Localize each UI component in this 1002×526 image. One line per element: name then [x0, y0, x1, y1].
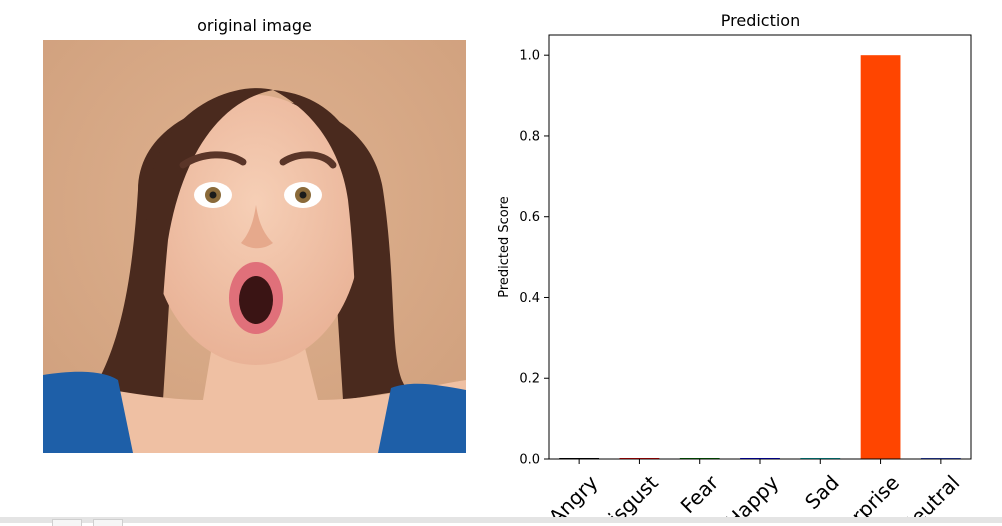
x-tick-label: Disgust — [593, 470, 663, 523]
right-eyebrow — [279, 151, 337, 169]
y-tick-label: 0.2 — [519, 372, 540, 387]
surprised-face-illustration — [43, 40, 466, 453]
bottom-toolbar-strip — [0, 517, 1002, 526]
neck-shoulders — [43, 340, 466, 453]
y-tick-label: 1.0 — [519, 49, 540, 64]
plot-frame — [548, 34, 972, 460]
y-tick-label: 0.8 — [519, 129, 540, 144]
y-tick-label: 0.4 — [519, 291, 540, 306]
x-tick-label: Angry — [544, 470, 603, 523]
x-tick-label: Happy — [721, 470, 784, 523]
left-pupil — [209, 191, 217, 199]
blue-top-right — [378, 383, 466, 453]
image-title: original image — [197, 16, 312, 35]
x-tick-label: Neutral — [895, 470, 964, 523]
nose — [241, 205, 273, 249]
original-image — [43, 40, 466, 453]
y-axis-label: Predicted Score — [497, 196, 512, 298]
bars-group — [559, 55, 961, 459]
chart-title: Prediction — [721, 11, 800, 30]
x-tick-label: Surprise — [828, 470, 904, 523]
hair-strand-right — [273, 90, 378, 375]
right-pupil — [299, 191, 307, 199]
mouth-open — [239, 276, 273, 324]
hair-strand-left — [143, 88, 273, 370]
y-ticks-group: 0.0 0.2 0.4 0.6 0.8 1.0 — [519, 49, 549, 468]
bar-surprise — [860, 55, 901, 459]
y-tick-label: 0.6 — [519, 210, 540, 225]
x-tick-label: Fear — [676, 470, 724, 518]
y-tick-label: 0.0 — [519, 453, 540, 468]
left-eyebrow — [179, 151, 247, 169]
blue-top-left — [43, 371, 133, 453]
x-tick-label: Sad — [800, 470, 844, 514]
